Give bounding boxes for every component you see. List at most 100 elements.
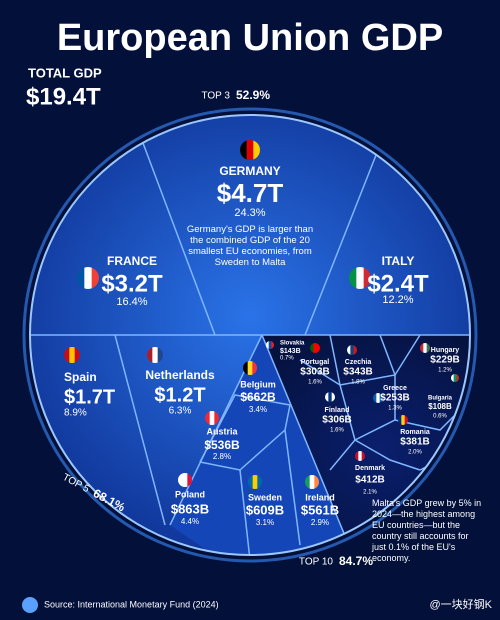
country-gdp: $1.7T — [64, 386, 115, 408]
country-gdp: $662B — [240, 390, 276, 404]
country-share: 16.4% — [116, 296, 147, 308]
country-name: Denmark — [355, 465, 385, 472]
country-gdp: $536B — [204, 438, 240, 452]
flag-stripe — [376, 393, 380, 403]
flag-stripe — [398, 415, 402, 425]
flag-stripe — [69, 347, 75, 363]
country-name: ITALY — [382, 254, 415, 268]
flag-stripe — [328, 392, 332, 402]
flag-stripe — [253, 475, 258, 489]
flag-stripe — [420, 343, 424, 353]
country-name: Finland — [325, 407, 350, 414]
source: Source: International Monetary Fund (202… — [44, 599, 219, 609]
flag-stripe — [187, 473, 192, 487]
flag-stripe — [77, 267, 85, 289]
country-name: FRANCE — [107, 254, 157, 268]
outer-glow — [22, 107, 478, 563]
flag-stripe — [373, 393, 377, 403]
flag-stripe — [317, 343, 321, 353]
country-name: Romania — [400, 429, 430, 436]
country-name: Greece — [383, 385, 407, 392]
flag-stripe — [84, 267, 92, 289]
country-share: 2.0% — [408, 450, 422, 456]
country-name: Austria — [206, 426, 238, 436]
flag-stripe — [305, 475, 310, 489]
watermark: @一块好钢K — [429, 597, 492, 611]
flag-stripe — [401, 415, 405, 425]
ring-label: TOP 3 — [201, 91, 230, 102]
country-name: Spain — [64, 370, 97, 384]
flag-stripe — [454, 374, 457, 382]
title: European Union GDP — [57, 17, 443, 59]
country-gdp: $412B — [355, 475, 384, 486]
total-value: $19.4T — [26, 83, 101, 110]
country-gdp: $381B — [400, 437, 429, 448]
country-share: 2.8% — [213, 452, 231, 461]
flag-stripe — [347, 345, 351, 355]
country-name: Hungary — [431, 347, 460, 354]
country-name: Belgium — [240, 379, 276, 389]
country-share: 1.6% — [330, 428, 344, 434]
flag-stripe — [247, 140, 254, 160]
flag-stripe — [358, 451, 362, 461]
circle-border — [29, 114, 471, 556]
country-share: 2.1% — [363, 490, 377, 496]
country-gdp: $306B — [322, 415, 351, 426]
country-share: 1.8% — [351, 380, 365, 386]
flag-stripe — [152, 347, 158, 363]
country-gdp: $3.2T — [101, 270, 163, 297]
flag-stripe — [349, 267, 357, 289]
top10-cell — [170, 335, 355, 555]
flag-stripe — [332, 392, 336, 402]
ring-share: 84.7% — [339, 554, 373, 568]
flag-stripe — [248, 361, 253, 375]
flag-stripe — [214, 411, 219, 425]
country-gdp: $143B — [280, 348, 301, 355]
flag-stripe — [325, 392, 329, 402]
country-share: 12.2% — [382, 294, 413, 306]
flag-stripe — [243, 361, 248, 375]
flag-stripe — [364, 267, 372, 289]
country-name: Netherlands — [145, 368, 215, 382]
flag-stripe — [456, 374, 459, 382]
flag-stripe — [310, 343, 314, 353]
source-icon — [22, 597, 38, 613]
flag-stripe — [75, 347, 81, 363]
country-gdp: $108B — [428, 402, 452, 411]
flag-stripe — [350, 345, 354, 355]
country-gdp: $253B — [380, 393, 409, 404]
country-share: 8.9% — [64, 408, 87, 419]
flag-stripe — [210, 411, 215, 425]
flag-stripe — [314, 475, 319, 489]
flag-stripe — [405, 415, 409, 425]
flag-stripe — [248, 475, 253, 489]
country-gdp: $4.7T — [217, 178, 284, 208]
country-share: 2.9% — [311, 518, 329, 527]
flag-stripe — [266, 341, 269, 349]
country-gdp: $343B — [343, 367, 372, 378]
country-share: 3.1% — [256, 518, 274, 527]
country-gdp: $1.2T — [154, 384, 205, 406]
malta-note: Malta's GDP grew by 5% in 2024—the highe… — [372, 498, 482, 563]
country-gdp: $2.4T — [367, 270, 429, 297]
country-gdp: $561B — [301, 502, 339, 517]
country-name: Slovakia — [280, 341, 305, 347]
flag-stripe — [451, 374, 454, 382]
country-share: 4.4% — [181, 517, 199, 526]
country-name: Poland — [175, 489, 205, 499]
flag-stripe — [271, 341, 274, 349]
flag-stripe — [147, 347, 153, 363]
flag-stripe — [183, 473, 188, 487]
flag-stripe — [64, 347, 70, 363]
flag-stripe — [355, 451, 359, 461]
country-share: 3.4% — [249, 405, 267, 414]
country-gdp: $609B — [246, 502, 284, 517]
country-name: Portugal — [301, 359, 329, 366]
country-share: 0.6% — [433, 414, 447, 420]
total-label: TOTAL GDP — [28, 65, 102, 80]
flag-stripe — [92, 267, 100, 289]
flag-stripe — [269, 341, 272, 349]
country-share: 1.6% — [308, 380, 322, 386]
